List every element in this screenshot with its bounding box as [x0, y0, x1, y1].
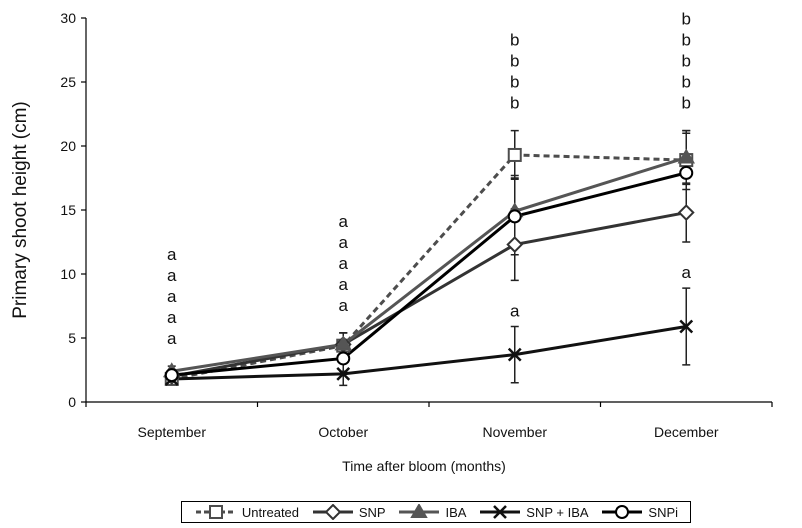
data-point-untreated [507, 147, 522, 162]
significance-letter: a [339, 296, 349, 315]
series-line-untreated [171, 153, 687, 381]
series-line-snp-iba [171, 324, 687, 381]
legend-swatch-iba [399, 504, 440, 518]
data-point-snpi [336, 351, 351, 366]
significance-letter: b [510, 73, 519, 92]
legend-entry-snp-iba: SNP + IBA [478, 504, 589, 520]
legend-swatch-snp [312, 504, 353, 520]
significance-letter: a [510, 301, 520, 320]
x-tick-label: October [318, 424, 368, 440]
data-point-snp [506, 236, 524, 253]
legend-marker [324, 504, 342, 520]
significance-letter: a [167, 329, 177, 348]
error-bars [167, 129, 691, 387]
legend-swatch-snpi [602, 505, 643, 519]
significance-letter: b [682, 31, 691, 50]
significance-letter: b [510, 31, 519, 50]
data-point-snp-iba [507, 347, 522, 362]
significance-letter: a [682, 263, 692, 282]
x-tick-label: September [138, 424, 207, 440]
legend-label: SNPi [648, 504, 679, 520]
significance-letter: b [682, 52, 691, 71]
data-point-iba [334, 335, 352, 351]
series-line-iba [171, 156, 687, 373]
y-tick-label: 10 [60, 266, 76, 282]
data-point-iba [677, 148, 695, 164]
significance-letter: b [510, 52, 519, 71]
significance-letter: b [682, 10, 691, 29]
legend-label: SNP [358, 504, 386, 520]
y-tick-label: 20 [60, 138, 76, 154]
y-tick-label: 0 [68, 394, 76, 410]
y-tick-label: 15 [60, 202, 76, 218]
line-chart: 0 5 10 15 20 25 30 September October November Dec… [10, 10, 773, 474]
legend-marker [410, 504, 429, 518]
x-tick-label: November [482, 424, 547, 440]
significance-letter: a [339, 254, 349, 273]
data-point-snpi [507, 209, 522, 224]
significance-letter: a [167, 266, 177, 285]
x-tick-label: December [654, 424, 719, 440]
data-point-snp [677, 204, 695, 221]
y-tick-label: 30 [60, 10, 76, 26]
significance-letter: b [682, 94, 691, 113]
y-axis-label: Primary shoot height (cm) [10, 101, 31, 319]
legend-marker [208, 505, 223, 519]
significance-letter: a [167, 287, 177, 306]
data-point-snp-iba [336, 366, 351, 381]
series-markers [163, 147, 695, 386]
legend-entry-untreated: Untreated [194, 504, 299, 520]
y-axis: 0 5 10 15 20 25 30 [60, 10, 87, 410]
legend-label: SNP + IBA [526, 504, 589, 520]
series-line-snp [171, 211, 687, 378]
legend-marker [615, 505, 630, 519]
y-tick-label: 5 [68, 330, 76, 346]
series-lines [171, 153, 687, 381]
x-axis: September October November December [85, 401, 773, 440]
x-axis-label: Time after bloom (months) [342, 458, 506, 474]
significance-letter: a [167, 308, 177, 327]
significance-letter: a [339, 275, 349, 294]
legend-swatch-snp-iba [480, 505, 521, 519]
data-point-snp-iba [679, 319, 694, 334]
chart-legend: Untreated SNP IBA SNP + IBA SNPi [181, 501, 691, 523]
series-line-snpi [171, 171, 687, 377]
significance-letter: a [167, 245, 177, 264]
significance-letter: a [339, 212, 349, 231]
significance-letter: a [339, 233, 349, 252]
y-tick-label: 25 [60, 74, 76, 90]
legend-entry-iba: IBA [397, 504, 466, 520]
significance-letter: b [510, 94, 519, 113]
legend-label: Untreated [241, 504, 300, 520]
data-point-snpi [679, 165, 694, 180]
legend-swatch-untreated [195, 505, 236, 519]
legend-marker [493, 505, 508, 519]
legend-label: IBA [445, 504, 467, 520]
legend-entry-snpi: SNPi [600, 504, 678, 520]
data-point-snpi [164, 368, 179, 383]
significance-letter: b [682, 73, 691, 92]
legend-entry-snp: SNP [311, 504, 386, 520]
